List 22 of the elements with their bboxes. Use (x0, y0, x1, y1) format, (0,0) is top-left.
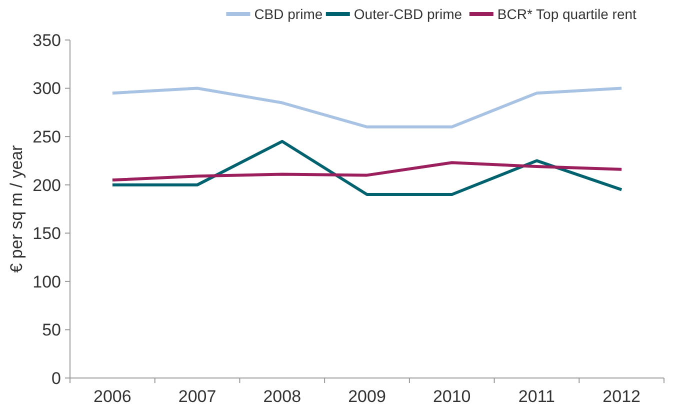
legend-label: BCR* Top quartile rent (497, 6, 637, 22)
legend-label: CBD prime (254, 6, 323, 22)
legend-label: Outer-CBD prime (354, 6, 462, 22)
y-tick-label: 300 (32, 79, 61, 98)
y-tick-label: 50 (42, 320, 61, 340)
y-tick-label: 100 (32, 272, 61, 292)
y-tick-label: 350 (32, 30, 61, 50)
x-tick-label: 2011 (518, 387, 555, 406)
x-tick-label: 2009 (348, 387, 386, 406)
line-series (110, 140, 624, 196)
x-tick-label: 2007 (178, 387, 216, 406)
line-series (110, 161, 624, 182)
y-axis-title: € per sq m / year (7, 144, 26, 273)
y-tick-label: 250 (32, 128, 61, 147)
x-tick-label: 2012 (602, 387, 640, 406)
x-tick-label: 2006 (94, 387, 132, 406)
y-tick-label: 0 (52, 368, 61, 388)
y-tick-label: 150 (32, 224, 61, 244)
x-tick-label: 2008 (263, 387, 302, 406)
x-tick-label: 2010 (432, 387, 471, 406)
line-series (110, 86, 624, 128)
y-tick-label: 200 (32, 176, 61, 195)
